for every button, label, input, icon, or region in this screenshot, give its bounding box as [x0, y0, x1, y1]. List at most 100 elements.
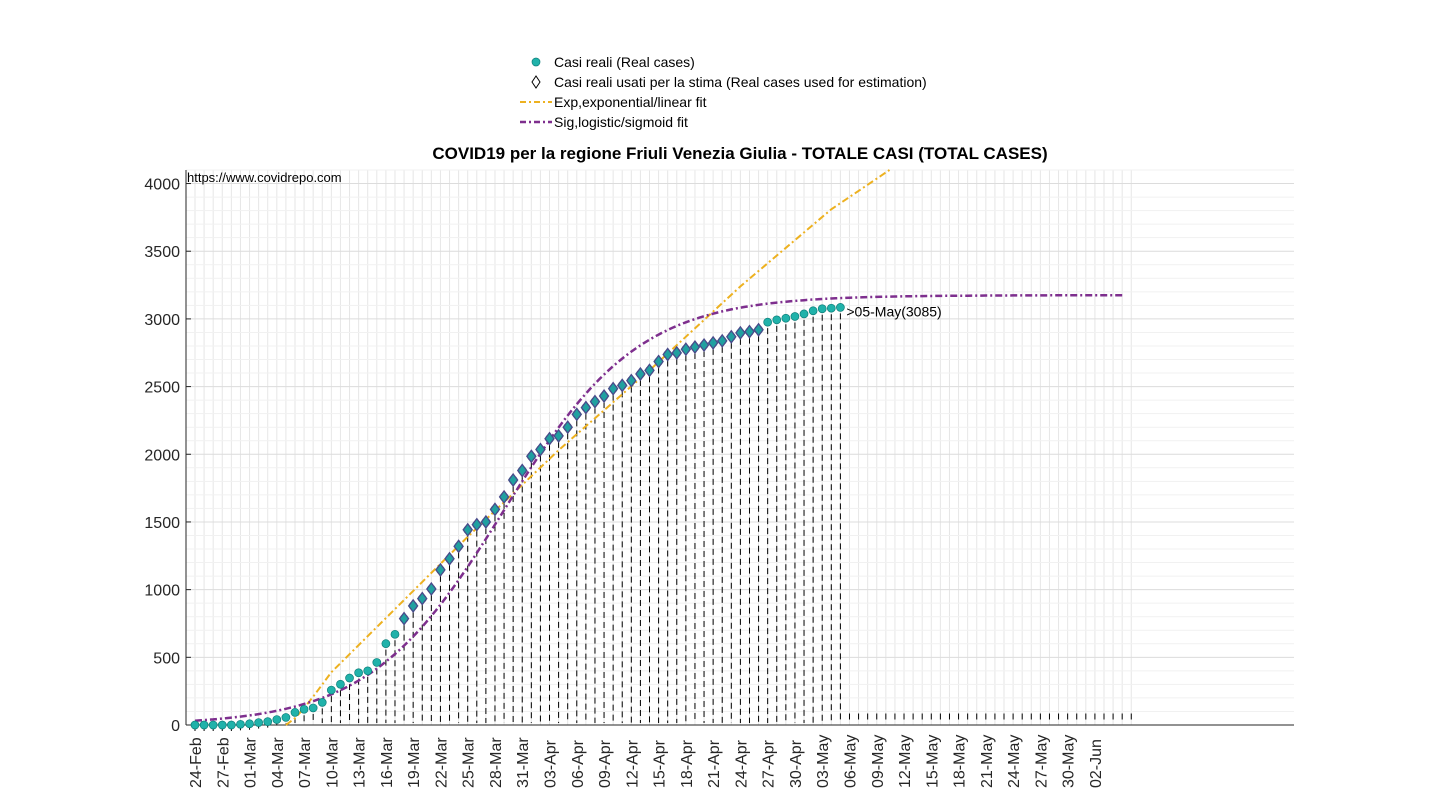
used-case-point	[671, 345, 683, 360]
x-tick-label: 28-Mar	[488, 737, 505, 788]
real-case-point	[381, 639, 391, 648]
used-case-point	[598, 388, 610, 404]
y-tick-label: 2500	[144, 380, 180, 397]
real-case-point	[190, 720, 200, 730]
real-case-point	[799, 309, 809, 319]
x-tick-label: 12-May	[897, 735, 914, 788]
used-case-point	[535, 442, 546, 457]
real-case-point	[354, 668, 363, 678]
used-case-point	[435, 562, 446, 577]
used-case-point	[744, 324, 755, 339]
series-used-cases	[398, 322, 764, 626]
x-tick-label: 16-Mar	[379, 737, 396, 788]
used-case-point	[607, 381, 619, 396]
real-case-point	[390, 629, 400, 639]
x-tick-label: 01-Mar	[243, 737, 260, 788]
used-case-point	[562, 420, 574, 435]
used-case-point	[453, 539, 464, 554]
used-case-point	[398, 611, 410, 626]
real-case-point	[199, 720, 209, 730]
x-tick-label: 21-May	[979, 735, 996, 788]
real-case-point	[217, 720, 227, 730]
y-tick-label: 1000	[144, 583, 180, 600]
used-case-point	[489, 502, 501, 517]
x-tick-label: 18-Apr	[679, 739, 696, 788]
data-guide-lines	[194, 313, 1132, 731]
x-tick-label: 06-Apr	[570, 739, 587, 788]
used-case-point	[698, 337, 710, 353]
used-case-point	[635, 366, 646, 382]
used-case-point	[616, 378, 628, 393]
x-tick-label: 02-Jun	[1088, 739, 1105, 788]
x-tick-label: 10-Mar	[324, 737, 341, 788]
legend-marker-real	[531, 57, 541, 67]
used-case-point	[735, 325, 746, 340]
real-case-point	[208, 720, 218, 730]
used-case-point	[725, 329, 737, 344]
legend-label-used: Casi reali usati per la stima (Real case…	[554, 74, 927, 90]
x-tick-label: 03-Apr	[543, 739, 560, 788]
x-tick-label: 31-Mar	[515, 737, 532, 788]
legend-label-sig: Sig,logistic/sigmoid fit	[554, 114, 688, 130]
real-case-point	[772, 315, 782, 325]
real-case-point	[299, 704, 309, 714]
x-tick-label: 22-Mar	[433, 737, 450, 788]
x-tick-label: 27-Feb	[215, 737, 232, 788]
x-tick-label: 09-Apr	[597, 739, 614, 788]
x-tick-label: 24-Apr	[733, 739, 750, 788]
used-case-point	[526, 449, 537, 464]
x-tick-label: 27-May	[1033, 735, 1050, 788]
x-tick-label: 24-Feb	[188, 737, 205, 788]
used-case-point	[416, 591, 428, 606]
used-case-point	[507, 472, 519, 488]
y-tick-label: 4000	[144, 177, 180, 194]
x-tick-label: 18-May	[952, 735, 969, 788]
used-case-point	[753, 322, 764, 337]
real-case-point	[790, 312, 800, 321]
used-case-point	[407, 598, 419, 613]
source-url: https://www.covidrepo.com	[187, 170, 342, 185]
real-case-point	[290, 708, 300, 717]
series-sigmoid-fit	[194, 294, 1123, 722]
real-case-point	[372, 658, 382, 667]
used-case-point	[516, 463, 528, 478]
exp-fit-line	[285, 169, 891, 726]
x-tick-label: 09-May	[870, 735, 887, 788]
real-case-point	[245, 719, 254, 729]
real-case-point	[272, 715, 282, 724]
used-case-point	[689, 339, 701, 355]
series-exp-fit	[285, 169, 891, 726]
real-case-point	[227, 720, 236, 730]
sigmoid-fit-line	[194, 294, 1123, 722]
y-tick-label: 3000	[144, 312, 180, 329]
real-case-point	[817, 304, 827, 314]
y-tick-label: 500	[153, 650, 180, 667]
used-case-point	[444, 551, 455, 566]
legend-marker-used	[531, 75, 541, 89]
x-tick-label: 30-Apr	[788, 739, 805, 788]
y-tick-label: 3500	[144, 244, 180, 261]
real-case-point	[808, 306, 818, 316]
axes	[185, 170, 1294, 726]
x-tick-labels: 24-Feb 27-Feb 01-Mar 04-Mar 07-Mar 10-Mar 13-M…	[188, 735, 1105, 788]
real-case-point	[826, 303, 836, 313]
used-case-point	[644, 363, 655, 378]
real-case-point	[363, 666, 373, 676]
real-case-point	[308, 703, 318, 713]
x-tick-label: 15-Apr	[652, 739, 669, 788]
real-case-point	[236, 719, 245, 729]
x-tick-label: 27-Apr	[761, 739, 778, 788]
used-case-point	[707, 335, 719, 350]
real-case-point	[254, 718, 263, 727]
y-tick-labels: 0 500 1000 1500 2000 2500 3000 3500 4000	[144, 177, 191, 735]
x-tick-label: 21-Apr	[706, 739, 723, 788]
real-case-point	[763, 317, 773, 327]
used-case-point	[716, 333, 728, 348]
x-tick-label: 15-May	[924, 735, 941, 788]
legend-label-exp: Exp,exponential/linear fit	[554, 94, 707, 110]
chart-title: COVID19 per la regione Friuli Venezia Gi…	[432, 144, 1047, 163]
used-case-point	[462, 522, 474, 537]
used-case-point	[571, 407, 583, 422]
real-case-point	[781, 313, 791, 323]
